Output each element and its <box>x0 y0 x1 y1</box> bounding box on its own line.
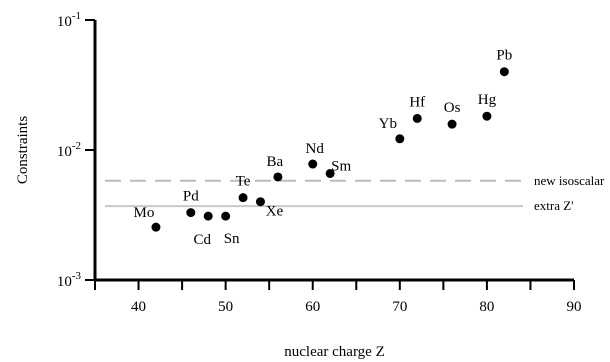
data-point <box>325 168 335 178</box>
reference-lines: new isoscalar extra Z' <box>105 173 605 213</box>
y-tick-label: 10-2 <box>57 140 81 160</box>
y-tick-label: 10-1 <box>57 10 81 30</box>
data-point-label: Pb <box>496 48 512 64</box>
x-tick-label: 70 <box>392 299 407 315</box>
data-point-label: Xe <box>266 204 284 220</box>
data-point-label: Os <box>444 100 461 116</box>
data-point-label: Hg <box>478 92 497 108</box>
data-point <box>412 113 422 123</box>
data-point-label: Ba <box>267 154 284 170</box>
data-point <box>308 159 318 169</box>
x-tick-label: 40 <box>131 299 146 315</box>
reference-line-label: extra Z' <box>534 198 574 213</box>
data-point <box>482 111 492 121</box>
data-point-label: Mo <box>134 205 155 221</box>
data-point-label: Hf <box>409 94 425 110</box>
data-point-label: Sn <box>224 231 240 247</box>
data-point <box>273 172 283 182</box>
data-point-label: Cd <box>193 232 211 248</box>
y-tick-label: 10-3 <box>57 270 82 290</box>
chart-axes: 40 50 60 70 80 90 10-3 10-2 10-1 <box>57 10 582 315</box>
data-points: Mo Pd Cd Sn Te Xe Ba Nd Sm Yb Hf Os Hg Pb <box>134 48 513 248</box>
data-point-label: Nd <box>306 141 325 157</box>
x-tick-label: 50 <box>218 299 233 315</box>
data-point <box>395 134 405 144</box>
x-tick-label: 60 <box>305 299 320 315</box>
data-point <box>203 211 213 221</box>
data-point <box>447 119 457 129</box>
data-point-label: Te <box>236 174 251 190</box>
data-point-label: Sm <box>331 158 351 174</box>
data-point-label: Pd <box>183 189 199 205</box>
data-point <box>255 197 265 207</box>
data-point <box>221 211 231 221</box>
data-point <box>238 193 248 203</box>
data-point-label: Yb <box>379 116 397 132</box>
data-point <box>186 208 196 218</box>
y-axis-title: Constraints <box>15 116 31 184</box>
data-point <box>499 67 509 77</box>
x-tick-label: 90 <box>567 299 582 315</box>
x-axis-title: nuclear charge Z <box>284 344 385 360</box>
data-point <box>151 222 161 232</box>
x-tick-label: 80 <box>479 299 494 315</box>
reference-line-label: new isoscalar <box>534 173 605 188</box>
